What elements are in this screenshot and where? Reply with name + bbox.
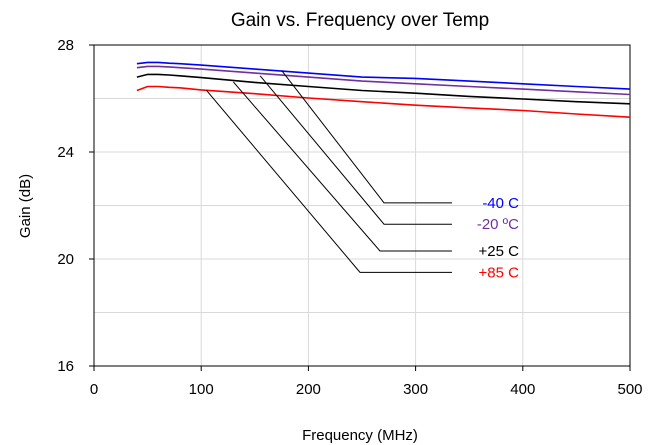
- data-series: [136, 61, 631, 118]
- y-tick-label: 24: [57, 144, 74, 161]
- x-tick-label: 500: [617, 381, 642, 398]
- x-tick-label: 100: [189, 381, 214, 398]
- series-line: [136, 65, 631, 96]
- series-line: [136, 73, 631, 105]
- y-tick-label: 20: [57, 251, 74, 268]
- plot-area: [93, 44, 631, 367]
- x-tick-label: 300: [403, 381, 428, 398]
- axis-ticks: 0 100 200 300 400 500 16 20 24 28: [57, 37, 642, 398]
- x-tick-label: 0: [90, 381, 98, 398]
- callout-leader-line: [232, 81, 452, 252]
- y-tick-label: 28: [57, 37, 74, 54]
- grid-lines: [94, 45, 630, 366]
- legend-callouts: -40 C -20 ºC +25 C +85 C: [206, 70, 520, 281]
- series-line: [136, 85, 631, 118]
- callout-leader-line: [281, 70, 452, 204]
- callout-label: -40 C: [482, 195, 519, 212]
- callout-leader-line: [259, 75, 452, 225]
- chart-title: Gain vs. Frequency over Temp: [231, 10, 489, 31]
- x-tick-label: 200: [296, 381, 321, 398]
- callout-label: +85 C: [479, 264, 520, 281]
- callout-label: +25 C: [479, 243, 520, 260]
- x-tick-label: 400: [510, 381, 535, 398]
- y-axis-label: Gain (dB): [17, 174, 34, 238]
- callout-leader-line: [206, 90, 452, 273]
- x-axis-label: Frequency (MHz): [302, 427, 418, 444]
- series-line: [136, 61, 631, 90]
- y-tick-label: 16: [57, 358, 74, 375]
- callout-label: -20 ºC: [477, 216, 519, 233]
